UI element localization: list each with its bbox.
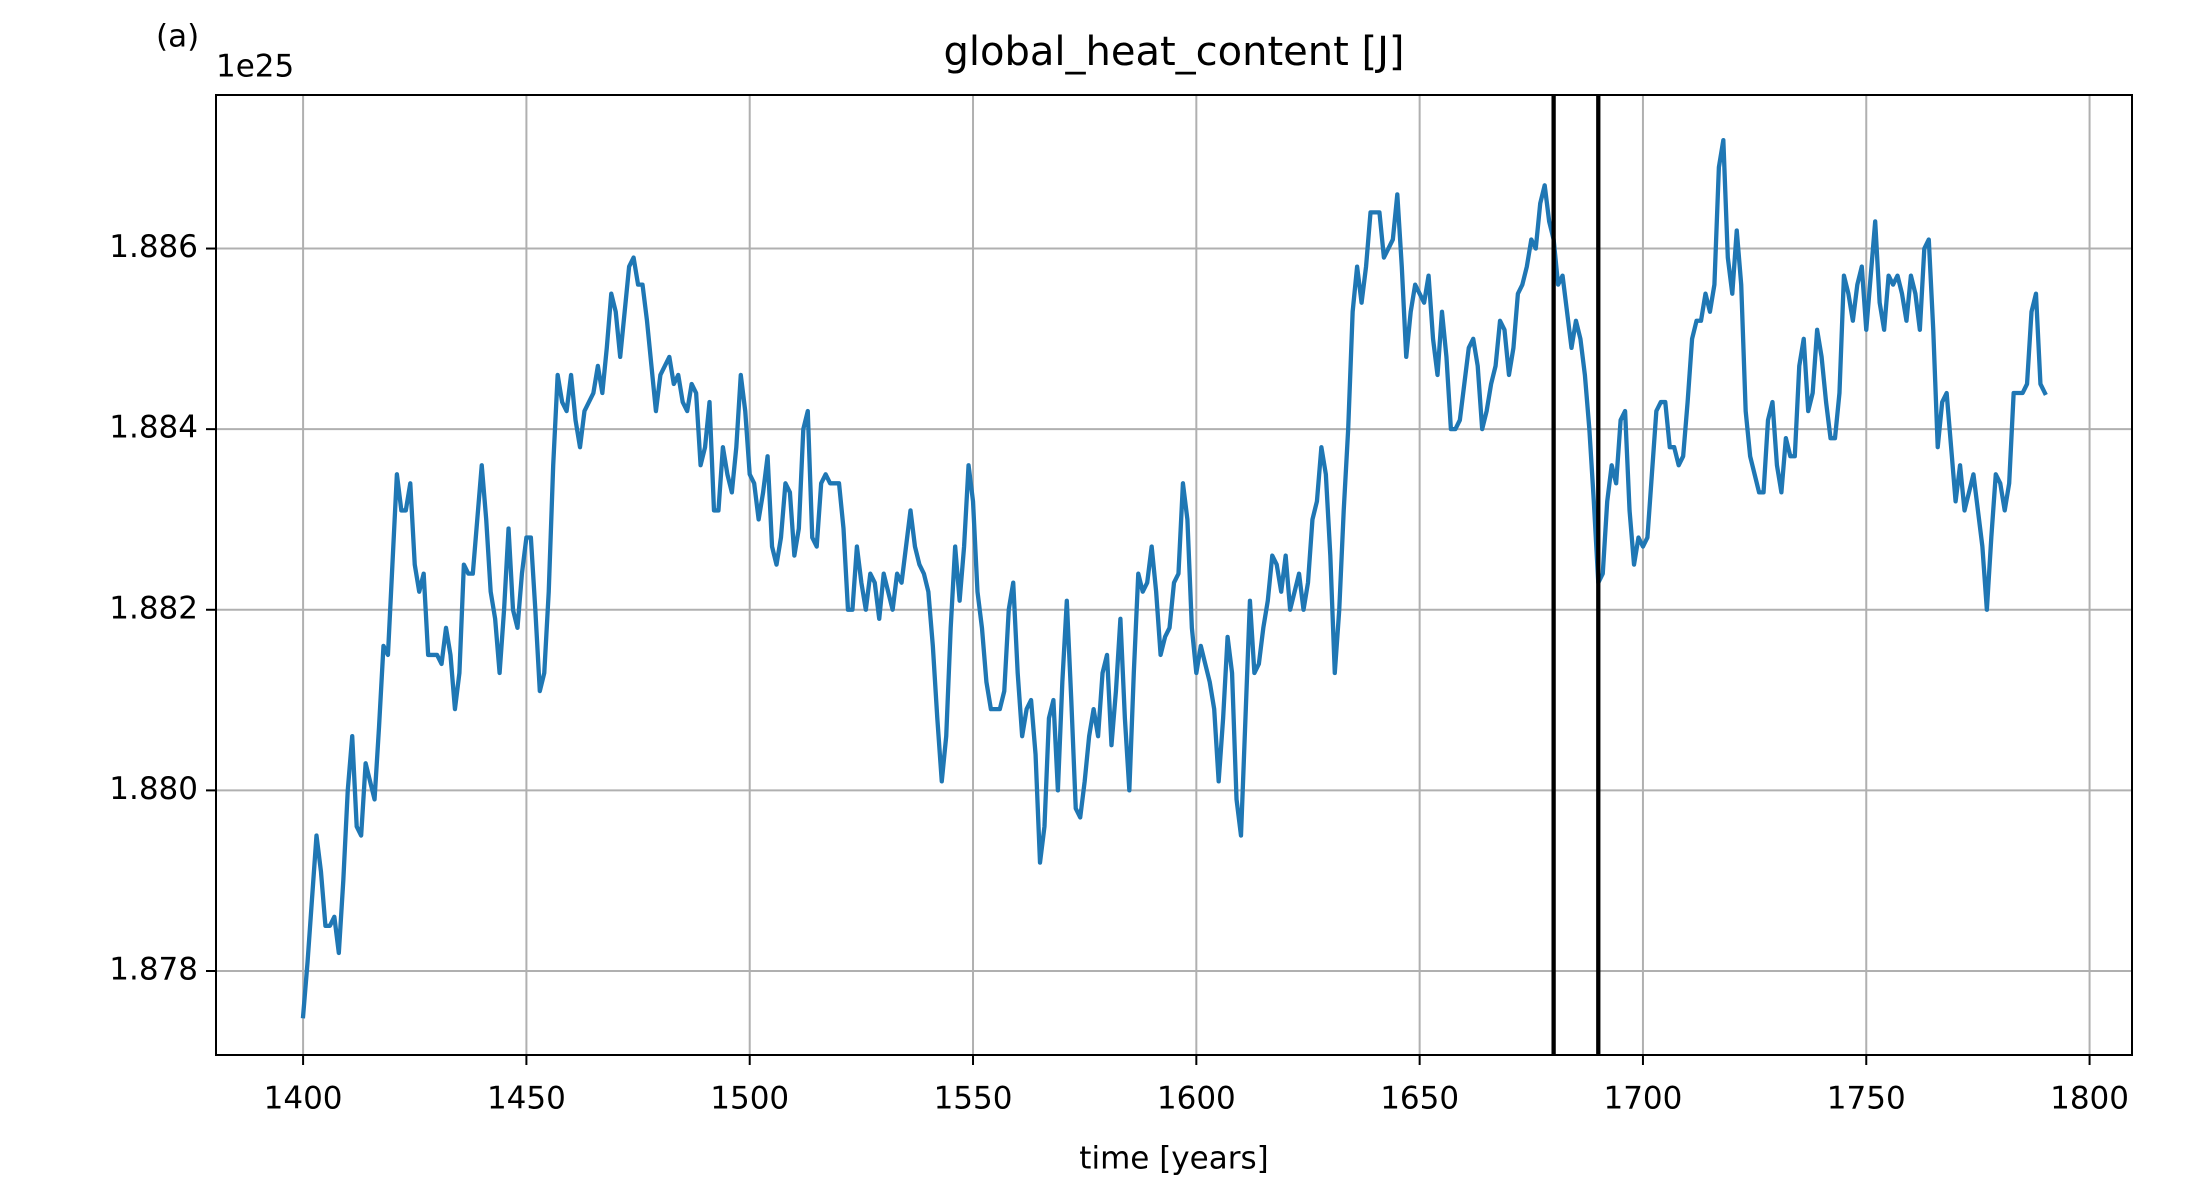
x-tick-label: 1600 [1157,1081,1236,1117]
x-tick-label: 1800 [2050,1081,2129,1117]
x-tick-label: 1400 [264,1081,343,1117]
chart-title: global_heat_content [J] [943,29,1404,75]
y-tick-label: 1.880 [109,771,198,807]
x-tick-label: 1700 [1603,1081,1682,1117]
y-tick-label: 1.886 [109,229,198,265]
offset-label: 1e25 [216,49,294,85]
x-tick-label: 1500 [710,1081,789,1117]
y-tick-label: 1.884 [109,410,198,446]
x-axis-label: time [years] [1079,1141,1268,1177]
y-tick-label: 1.878 [109,952,198,988]
x-tick-label: 1750 [1827,1081,1906,1117]
x-tick-label: 1450 [487,1081,566,1117]
panel-label: (a) [156,19,199,55]
data-line [300,138,2048,1019]
y-tick-label: 1.882 [109,590,198,626]
x-tick-label: 1650 [1380,1081,1459,1117]
plot-frame [215,94,2133,1056]
x-tick-label: 1550 [934,1081,1013,1117]
